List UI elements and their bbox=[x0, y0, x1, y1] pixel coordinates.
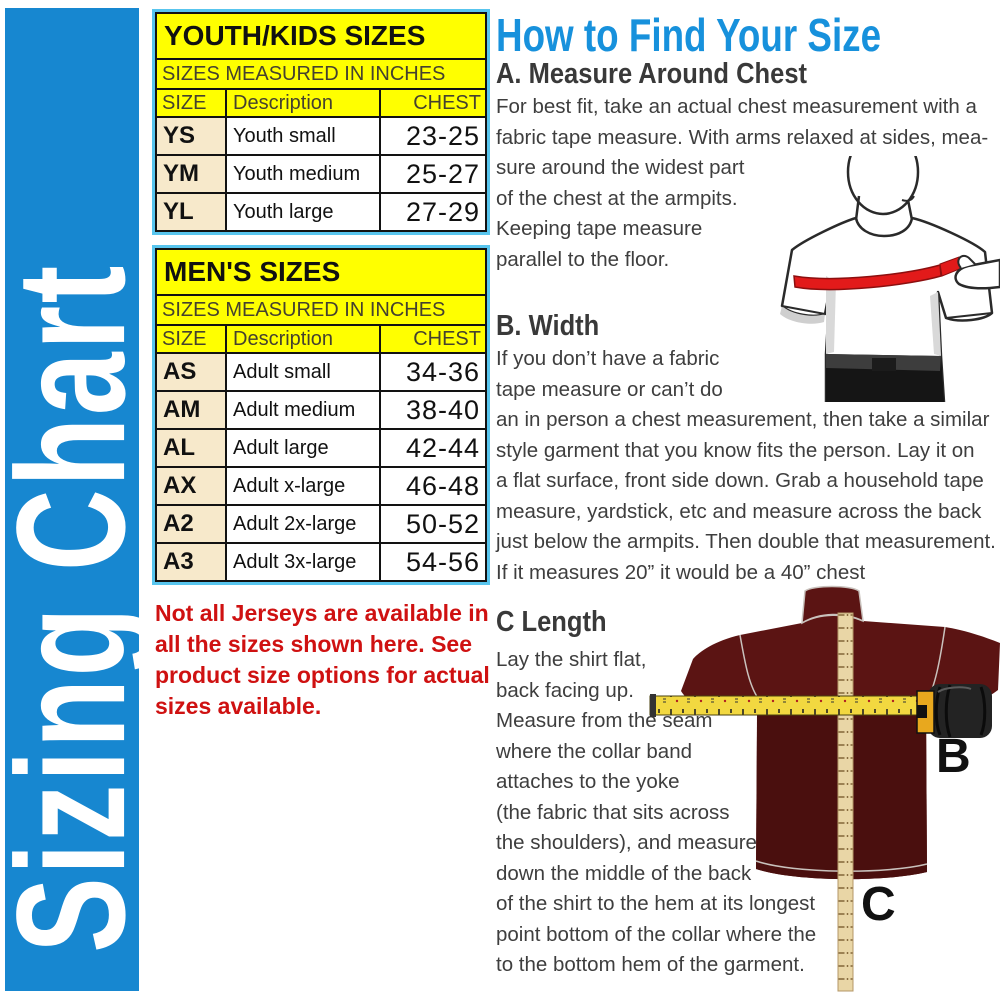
col-header-chest: CHEST bbox=[379, 324, 485, 352]
size-code: YL bbox=[157, 192, 225, 230]
chest-range: 34-36 bbox=[379, 352, 485, 390]
length-marker-label: C bbox=[861, 878, 896, 931]
col-header-size: SIZE bbox=[157, 324, 225, 352]
col-header-description: Description bbox=[225, 324, 379, 352]
chest-range: 54-56 bbox=[379, 542, 485, 580]
size-description: Adult medium bbox=[225, 390, 379, 428]
size-code: YM bbox=[157, 154, 225, 192]
size-code: YS bbox=[157, 116, 225, 154]
width-marker-label: B bbox=[936, 730, 971, 783]
table-row: AX Adult x-large 46-48 bbox=[157, 466, 485, 504]
chest-range: 50-52 bbox=[379, 504, 485, 542]
youth-table-subtitle: SIZES MEASURED IN INCHES bbox=[157, 58, 485, 88]
mens-sizes-table: MEN'S SIZES SIZES MEASURED IN INCHES SIZ… bbox=[155, 248, 487, 582]
youth-sizes-table: YOUTH/KIDS SIZES SIZES MEASURED IN INCHE… bbox=[155, 12, 487, 232]
size-description: Youth large bbox=[225, 192, 379, 230]
size-description: Adult large bbox=[225, 428, 379, 466]
table-row: YL Youth large 27-29 bbox=[157, 192, 485, 230]
size-description: Youth small bbox=[225, 116, 379, 154]
table-row: A2 Adult 2x-large 50-52 bbox=[157, 504, 485, 542]
size-code: AS bbox=[157, 352, 225, 390]
size-description: Adult small bbox=[225, 352, 379, 390]
chest-range: 46-48 bbox=[379, 466, 485, 504]
size-code: A3 bbox=[157, 542, 225, 580]
section-b-heading: B. Width bbox=[496, 310, 600, 342]
col-header-chest: CHEST bbox=[379, 88, 485, 116]
table-row: A3 Adult 3x-large 54-56 bbox=[157, 542, 485, 580]
size-description: Adult 2x-large bbox=[225, 504, 379, 542]
chest-range: 25-27 bbox=[379, 154, 485, 192]
shirt-length-illustration: B C bbox=[649, 585, 1000, 992]
section-b-text: If you don’t have a fabric tape measure o… bbox=[496, 347, 996, 584]
table-row: YS Youth small 23-25 bbox=[157, 116, 485, 154]
youth-table-header-row: SIZE Description CHEST bbox=[157, 88, 485, 116]
guide-title: How to Find Your Size bbox=[496, 9, 882, 61]
section-c-text: Lay the shirt flat, back facing up. Measur… bbox=[496, 648, 817, 976]
mens-table-header-row: SIZE Description CHEST bbox=[157, 324, 485, 352]
size-code: AL bbox=[157, 428, 225, 466]
banner-title: Sizing Chart bbox=[0, 262, 158, 953]
table-row: AL Adult large 42-44 bbox=[157, 428, 485, 466]
size-code: AX bbox=[157, 466, 225, 504]
mens-table-subtitle: SIZES MEASURED IN INCHES bbox=[157, 294, 485, 324]
table-row: YM Youth medium 25-27 bbox=[157, 154, 485, 192]
section-a-heading: A. Measure Around Chest bbox=[496, 58, 808, 90]
section-c-heading: C Length bbox=[496, 606, 607, 638]
availability-note: Not all Jerseys are available in all the … bbox=[155, 600, 490, 719]
chest-range: 42-44 bbox=[379, 428, 485, 466]
size-description: Adult x-large bbox=[225, 466, 379, 504]
section-a-text: For best fit, take an actual chest measu… bbox=[496, 95, 989, 271]
sizing-chart-banner: Sizing Chart bbox=[0, 8, 158, 991]
size-code: A2 bbox=[157, 504, 225, 542]
chest-range: 38-40 bbox=[379, 390, 485, 428]
mens-table-title: MEN'S SIZES bbox=[157, 250, 485, 294]
size-description: Youth medium bbox=[225, 154, 379, 192]
table-row: AM Adult medium 38-40 bbox=[157, 390, 485, 428]
size-description: Adult 3x-large bbox=[225, 542, 379, 580]
chest-range: 23-25 bbox=[379, 116, 485, 154]
table-row: AS Adult small 34-36 bbox=[157, 352, 485, 390]
youth-table-title: YOUTH/KIDS SIZES bbox=[157, 14, 485, 58]
chest-measure-illustration bbox=[780, 156, 1000, 402]
col-header-description: Description bbox=[225, 88, 379, 116]
col-header-size: SIZE bbox=[157, 88, 225, 116]
size-code: AM bbox=[157, 390, 225, 428]
chest-range: 27-29 bbox=[379, 192, 485, 230]
